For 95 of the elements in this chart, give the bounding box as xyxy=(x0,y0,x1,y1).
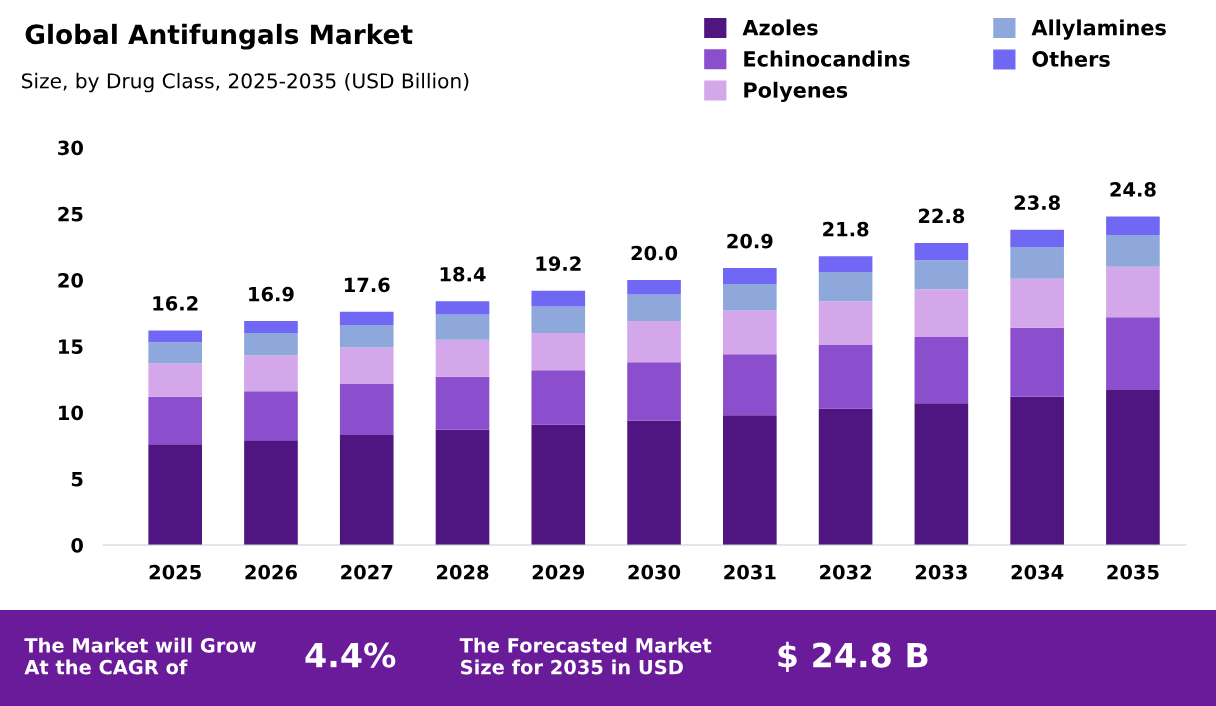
legend-label: Azoles xyxy=(742,19,818,36)
bar xyxy=(244,440,298,546)
x-tick-label: 2030 xyxy=(628,564,681,580)
bar xyxy=(148,363,203,397)
y-tick-label: 30 xyxy=(58,140,83,156)
legend-label: Others xyxy=(1032,50,1110,67)
bar xyxy=(435,314,490,340)
bar xyxy=(531,333,586,371)
bar xyxy=(818,256,873,273)
bar xyxy=(531,290,586,307)
bar xyxy=(723,284,777,311)
bar xyxy=(1010,229,1064,247)
bar xyxy=(435,376,490,430)
x-tick-label: 2026 xyxy=(245,564,297,580)
bar xyxy=(818,408,873,546)
text: The Market will Grow At the CAGR of xyxy=(24,637,257,675)
bar xyxy=(1106,216,1160,235)
bar xyxy=(627,280,681,295)
bar xyxy=(435,429,490,546)
total-label: 20.9 xyxy=(727,233,773,249)
bar xyxy=(914,403,969,546)
bar xyxy=(148,444,203,546)
bar xyxy=(723,354,777,416)
text: 4.4% xyxy=(305,642,396,668)
bar xyxy=(1106,266,1160,318)
total-label: 20.0 xyxy=(631,245,678,261)
bar xyxy=(1010,327,1064,397)
x-tick-label: 2032 xyxy=(820,564,871,580)
bar xyxy=(914,337,969,404)
total-label: 16.2 xyxy=(153,296,198,311)
y-tick-label: 0 xyxy=(71,537,83,553)
bar xyxy=(723,268,777,285)
bar xyxy=(818,344,873,409)
text: The Forecasted Market Size for 2035 in USD xyxy=(459,637,712,675)
bar xyxy=(1010,278,1064,328)
x-tick-label: 2027 xyxy=(341,564,393,580)
bar xyxy=(339,311,394,326)
bar xyxy=(435,339,490,377)
total-label: 23.8 xyxy=(1014,195,1060,211)
x-tick-label: 2025 xyxy=(149,564,201,580)
bar xyxy=(914,242,969,261)
bar xyxy=(723,415,777,546)
legend-label: Echinocandins xyxy=(744,50,910,67)
bar xyxy=(339,325,394,348)
y-tick-label: 20 xyxy=(58,273,83,288)
bar xyxy=(244,321,298,334)
bar xyxy=(914,289,969,338)
bar xyxy=(1106,317,1160,391)
x-tick-label: 2035 xyxy=(1107,564,1159,580)
y-tick-label: 5 xyxy=(71,472,83,487)
bar xyxy=(818,272,873,302)
bar xyxy=(531,306,586,334)
bar xyxy=(627,321,681,363)
bar xyxy=(435,301,490,315)
bar xyxy=(244,391,298,441)
bar xyxy=(339,435,394,546)
bar xyxy=(244,333,298,356)
bar xyxy=(244,355,298,392)
bar xyxy=(723,310,777,355)
bar xyxy=(627,294,681,322)
x-tick-label: 2028 xyxy=(436,564,489,580)
bar xyxy=(531,370,586,425)
total-label: 22.8 xyxy=(918,208,965,224)
bar xyxy=(1010,396,1064,546)
total-label: 19.2 xyxy=(536,256,581,271)
y-tick-label: 25 xyxy=(58,206,83,222)
legend-label: Polyenes xyxy=(744,81,848,103)
bar xyxy=(627,362,681,421)
text: $ 24.8 B xyxy=(778,641,928,673)
total-label: 24.8 xyxy=(1110,182,1156,197)
x-tick-label: 2034 xyxy=(1011,564,1064,580)
bar xyxy=(818,301,873,345)
x-tick-label: 2031 xyxy=(724,564,776,580)
bar xyxy=(914,260,969,290)
bar xyxy=(339,347,394,384)
total-label: 17.6 xyxy=(344,277,390,293)
bar xyxy=(627,420,681,546)
bar xyxy=(339,383,394,436)
x-tick-label: 2033 xyxy=(915,564,967,580)
legend-label: Allylamines xyxy=(1031,19,1166,40)
total-label: 18.4 xyxy=(440,266,486,282)
bar xyxy=(531,424,586,546)
total-label: 16.9 xyxy=(249,286,294,302)
chart-subtitle: Size, by Drug Class, 2025-2035 (USD Billion) xyxy=(22,72,469,93)
y-tick-label: 10 xyxy=(59,405,83,421)
y-tick-label: 15 xyxy=(59,339,83,354)
chart-title: Global Antifungals Market xyxy=(25,23,413,50)
bar xyxy=(1106,235,1160,267)
bar xyxy=(1010,246,1064,279)
bar xyxy=(148,342,203,364)
bar xyxy=(148,396,203,445)
total-label: 21.8 xyxy=(823,221,869,237)
x-tick-label: 2029 xyxy=(532,564,585,580)
bar xyxy=(148,330,203,343)
bar xyxy=(1106,390,1160,546)
